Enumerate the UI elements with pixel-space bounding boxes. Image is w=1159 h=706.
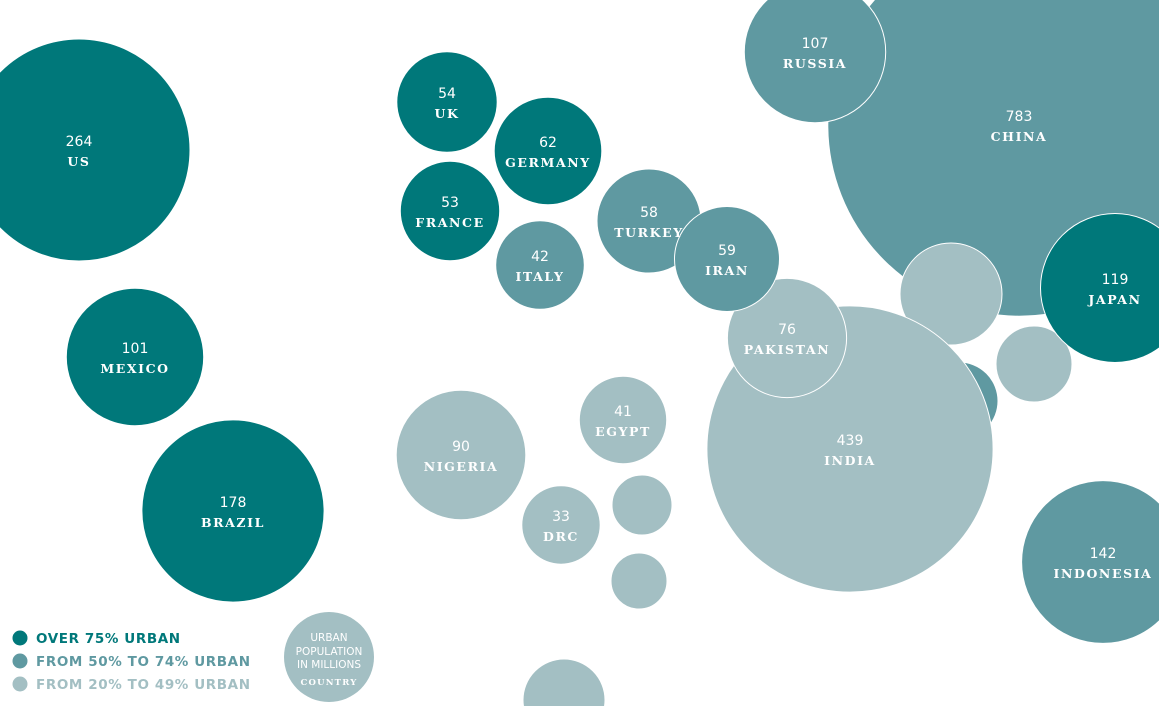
bubble-nigeria xyxy=(395,389,527,521)
legend-label: FROM 20% TO 49% URBAN xyxy=(36,677,251,693)
bubble-russia xyxy=(743,0,887,124)
bubble-brazil xyxy=(141,419,325,603)
bubble-unlabeled-5 xyxy=(610,552,668,610)
bubble-circle-japan xyxy=(1040,213,1159,363)
legend: OVER 75% URBAN FROM 50% TO 74% URBAN FROM … xyxy=(12,630,251,693)
bubble-circle-unlabeled-2 xyxy=(995,325,1073,403)
bubble-france xyxy=(399,160,501,262)
key-line-3: IN MILLIONS xyxy=(297,659,361,671)
value-label-iran: 59 xyxy=(718,243,736,259)
value-label-china: 783 xyxy=(1006,109,1033,125)
legend-swatch-icon xyxy=(12,653,28,669)
bubble-uk xyxy=(396,51,498,153)
bubble-italy xyxy=(495,220,585,310)
bubble-pakistan xyxy=(726,277,848,399)
bubble-labels: 264 US 54 UK 62 GERMANY 53 FRANCE 42 ITALY 58 TURKE… xyxy=(66,36,1153,581)
country-label-us: US xyxy=(67,154,90,169)
country-label-india: INDIA xyxy=(824,453,876,468)
bubble-circle-unlabeled-4 xyxy=(611,474,673,536)
key-line-2: POPULATION xyxy=(296,646,363,658)
value-label-japan: 119 xyxy=(1102,272,1129,288)
country-label-pakistan: PAKISTAN xyxy=(744,342,830,357)
country-label-japan: JAPAN xyxy=(1087,292,1141,307)
country-label-egypt: EGYPT xyxy=(595,424,651,439)
value-label-mexico: 101 xyxy=(122,341,149,357)
key-bubble-icon xyxy=(284,612,374,702)
bubble-circle-drc xyxy=(521,485,601,565)
country-label-drc: DRC xyxy=(543,529,579,544)
bubble-drc xyxy=(521,485,601,565)
bubble-circle-mexico xyxy=(65,287,205,427)
legend-item-from20to49: FROM 20% TO 49% URBAN xyxy=(12,676,251,693)
country-label-indonesia: INDONESIA xyxy=(1054,566,1153,581)
bubble-circle-france xyxy=(399,160,501,262)
value-label-nigeria: 90 xyxy=(452,439,470,455)
country-label-mexico: MEXICO xyxy=(100,361,169,376)
legend-swatch-icon xyxy=(12,676,28,692)
bubble-circle-us xyxy=(0,38,191,262)
bubble-egypt xyxy=(578,375,668,465)
country-label-france: FRANCE xyxy=(415,215,484,230)
country-label-italy: ITALY xyxy=(515,269,564,284)
bubble-unlabeled-1 xyxy=(899,242,1003,346)
country-label-russia: RUSSIA xyxy=(783,56,847,71)
bubble-unlabeled-4 xyxy=(611,474,673,536)
bubble-circle-egypt xyxy=(578,375,668,465)
legend-label: FROM 50% TO 74% URBAN xyxy=(36,654,251,670)
bubble-unlabeled-2 xyxy=(995,325,1073,403)
country-label-china: CHINA xyxy=(991,129,1048,144)
legend-item-from50to74: FROM 50% TO 74% URBAN xyxy=(12,653,251,670)
bubble-japan xyxy=(1040,213,1159,363)
bubble-germany xyxy=(493,96,603,206)
legend-swatch-icon xyxy=(12,630,28,646)
bubble-circle-germany xyxy=(493,96,603,206)
legend-label: OVER 75% URBAN xyxy=(36,631,181,647)
value-label-russia: 107 xyxy=(802,36,829,52)
country-label-germany: GERMANY xyxy=(505,155,591,170)
bubble-iran xyxy=(674,206,780,312)
bubble-circle-unlabeled-6 xyxy=(522,658,606,706)
bubble-mexico xyxy=(65,287,205,427)
value-label-italy: 42 xyxy=(531,249,549,265)
country-label-brazil: BRAZIL xyxy=(201,515,265,530)
bubble-circle-unlabeled-5 xyxy=(610,552,668,610)
value-label-germany: 62 xyxy=(539,135,557,151)
bubble-circle-unlabeled-1 xyxy=(899,242,1003,346)
value-label-us: 264 xyxy=(66,134,93,150)
bubble-circle-nigeria xyxy=(395,389,527,521)
bubble-circle-iran xyxy=(674,206,780,312)
bubble-us xyxy=(0,38,191,262)
country-label-nigeria: NIGERIA xyxy=(424,459,499,474)
legend-item-over75: OVER 75% URBAN xyxy=(12,630,181,647)
value-label-india: 439 xyxy=(837,433,864,449)
key-line-1: URBAN xyxy=(310,632,347,644)
value-label-indonesia: 142 xyxy=(1090,546,1117,562)
value-label-france: 53 xyxy=(441,195,459,211)
bubble-circle-pakistan xyxy=(726,277,848,399)
country-label-turkey: TURKEY xyxy=(614,225,684,240)
bubble-indonesia xyxy=(1021,480,1159,644)
bubble-circle-uk xyxy=(396,51,498,153)
bubble-unlabeled-6 xyxy=(522,658,606,706)
bubble-circle-indonesia xyxy=(1021,480,1159,644)
value-label-brazil: 178 xyxy=(220,495,247,511)
value-label-egypt: 41 xyxy=(614,404,632,420)
country-label-iran: IRAN xyxy=(705,263,749,278)
country-label-uk: UK xyxy=(435,106,460,121)
bubble-circle-italy xyxy=(495,220,585,310)
value-label-turkey: 58 xyxy=(640,205,658,221)
bubble-circle-brazil xyxy=(141,419,325,603)
value-label-pakistan: 76 xyxy=(778,322,796,338)
bubble-circle-russia xyxy=(743,0,887,124)
value-label-drc: 33 xyxy=(552,509,570,525)
value-label-uk: 54 xyxy=(438,86,456,102)
key-country: COUNTRY xyxy=(301,678,358,688)
